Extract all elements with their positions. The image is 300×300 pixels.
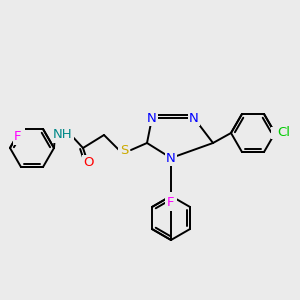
FancyBboxPatch shape — [55, 129, 71, 141]
FancyBboxPatch shape — [146, 112, 158, 124]
FancyBboxPatch shape — [165, 192, 177, 204]
FancyBboxPatch shape — [13, 126, 25, 138]
Text: Cl: Cl — [278, 127, 290, 140]
Text: N: N — [189, 112, 199, 124]
FancyBboxPatch shape — [271, 127, 289, 139]
Text: S: S — [120, 143, 128, 157]
FancyBboxPatch shape — [82, 157, 94, 169]
FancyBboxPatch shape — [165, 152, 177, 164]
Text: F: F — [167, 196, 175, 209]
FancyBboxPatch shape — [118, 144, 130, 156]
Text: N: N — [147, 112, 157, 124]
Text: N: N — [166, 152, 176, 164]
FancyBboxPatch shape — [188, 112, 200, 124]
Text: O: O — [83, 157, 93, 169]
Text: F: F — [14, 130, 22, 143]
Text: NH: NH — [53, 128, 73, 142]
